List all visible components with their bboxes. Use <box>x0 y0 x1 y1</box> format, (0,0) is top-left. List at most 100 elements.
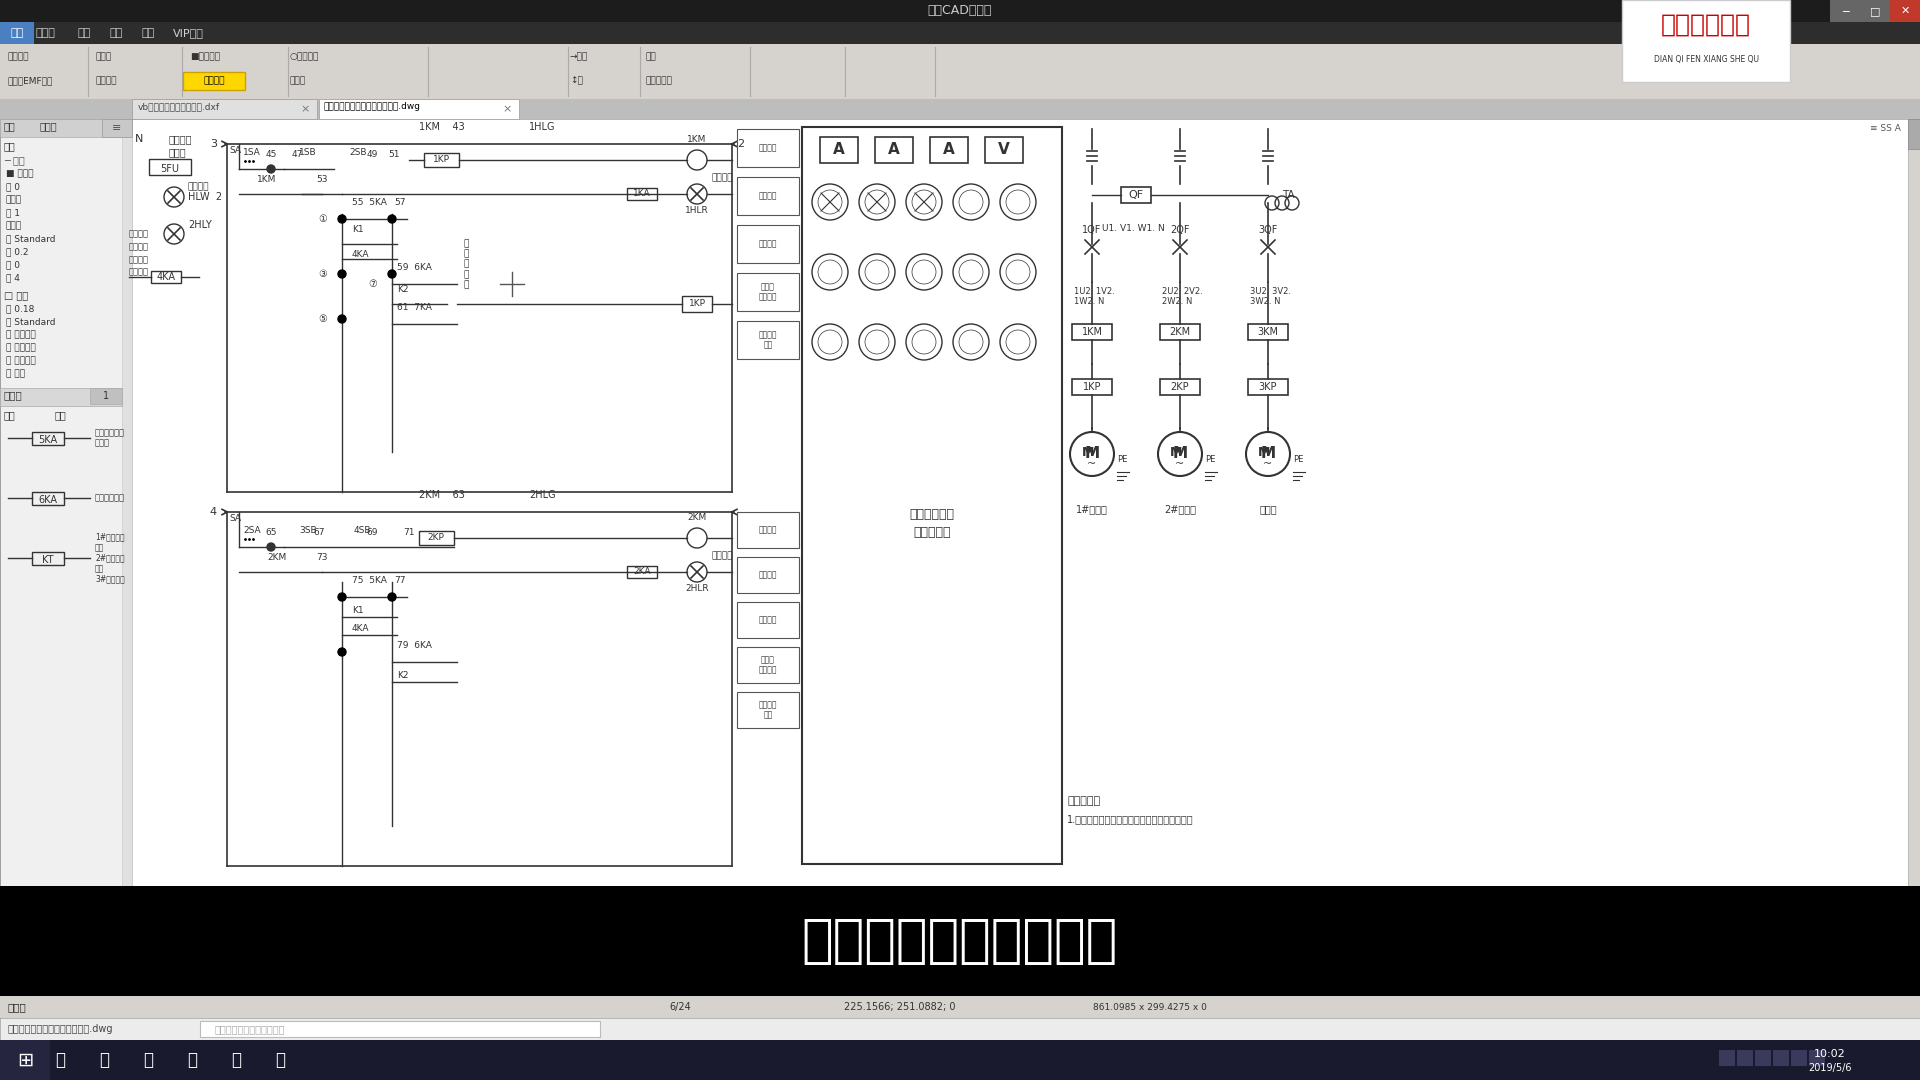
Text: 2KM: 2KM <box>267 553 286 562</box>
Bar <box>737 225 799 264</box>
Text: 图层: 图层 <box>4 141 15 151</box>
Circle shape <box>338 593 346 600</box>
Text: ■ 切图层: ■ 切图层 <box>6 168 33 178</box>
Text: 2KM    63: 2KM 63 <box>419 490 465 500</box>
Text: 1KA: 1KA <box>634 189 651 199</box>
Bar <box>682 296 712 312</box>
Circle shape <box>338 315 346 323</box>
Circle shape <box>338 215 346 222</box>
Text: 1KM: 1KM <box>687 135 707 144</box>
Text: 在这里输入你要搜索的内容: 在这里输入你要搜索的内容 <box>215 1024 286 1034</box>
Bar <box>737 602 799 638</box>
Bar <box>0 44 1920 99</box>
Bar <box>319 99 518 119</box>
Text: 报警指示: 报警指示 <box>758 144 778 152</box>
Bar <box>1772 1050 1789 1066</box>
Bar <box>419 531 453 545</box>
Text: 2HLG: 2HLG <box>530 490 555 500</box>
Text: 🗂: 🗂 <box>275 1051 284 1069</box>
Bar <box>33 492 63 505</box>
Text: 标 0.18: 标 0.18 <box>6 303 35 313</box>
Bar <box>182 72 246 90</box>
Bar <box>33 552 63 565</box>
Text: ⊞: ⊞ <box>17 1051 33 1069</box>
Text: ×: × <box>300 104 309 114</box>
Text: 编辑: 编辑 <box>77 28 90 38</box>
Text: 2HLR: 2HLR <box>685 584 708 593</box>
Bar <box>737 647 799 683</box>
Text: 1#旁路继时
备用
2#旁路继时
自投
3#旁路继时: 1#旁路继时 备用 2#旁路继时 自投 3#旁路继时 <box>94 532 125 583</box>
Text: 2KP: 2KP <box>1171 382 1188 392</box>
Text: 1QF: 1QF <box>1083 225 1102 235</box>
Text: ≡ SS A: ≡ SS A <box>1870 124 1901 133</box>
Bar <box>1889 0 1920 22</box>
Circle shape <box>388 593 396 600</box>
Text: 文件: 文件 <box>10 28 23 38</box>
Text: 水位过低: 水位过低 <box>129 242 150 251</box>
Text: 2: 2 <box>737 139 745 149</box>
Text: 备用泵: 备用泵 <box>1260 504 1277 514</box>
Bar <box>876 137 914 163</box>
Bar <box>0 1040 50 1080</box>
Text: ⑤: ⑤ <box>319 314 328 324</box>
Text: 4SB: 4SB <box>353 526 371 535</box>
Text: 命令行: 命令行 <box>8 1002 27 1012</box>
Bar <box>0 388 123 406</box>
Text: 平面布置图: 平面布置图 <box>914 526 950 540</box>
Text: 1HLR: 1HLR <box>685 206 708 215</box>
Text: 水源水池: 水源水池 <box>129 229 150 238</box>
Text: 高级: 高级 <box>109 28 123 38</box>
Text: K1: K1 <box>351 606 363 615</box>
Text: 字 0.2: 字 0.2 <box>6 247 29 256</box>
Text: 2KM: 2KM <box>687 513 707 522</box>
Text: 运行指示: 运行指示 <box>758 616 778 624</box>
Text: 59  6KA: 59 6KA <box>397 264 432 272</box>
Text: 3QF: 3QF <box>1258 225 1277 235</box>
Text: 断路器: 断路器 <box>169 147 186 157</box>
Text: 3SB: 3SB <box>300 526 317 535</box>
Text: SA: SA <box>228 146 242 156</box>
Bar <box>1908 119 1920 886</box>
Text: 技术要求：: 技术要求： <box>1068 796 1100 806</box>
Text: ─ 一般: ─ 一般 <box>4 156 25 165</box>
Text: 3: 3 <box>209 139 217 149</box>
Text: ③: ③ <box>319 269 328 279</box>
Bar <box>1160 324 1200 340</box>
Text: →线宽: →线宽 <box>570 52 588 60</box>
Text: 47: 47 <box>292 150 303 159</box>
Bar <box>1160 379 1200 395</box>
Circle shape <box>338 270 346 278</box>
Bar <box>803 127 1062 864</box>
Text: 📄: 📄 <box>230 1051 242 1069</box>
Text: 1KP: 1KP <box>1083 382 1102 392</box>
Text: 查看器: 查看器 <box>36 28 56 38</box>
Bar <box>0 1040 1920 1080</box>
Text: vb框法程序第二章第一节.dxf: vb框法程序第二章第一节.dxf <box>138 102 221 111</box>
Text: 1KM: 1KM <box>1081 327 1102 337</box>
Text: 45: 45 <box>265 150 276 159</box>
Bar <box>152 271 180 283</box>
Text: 属性: 属性 <box>4 121 15 131</box>
Text: 标 初始填充: 标 初始填充 <box>6 330 36 339</box>
Text: 字 0: 字 0 <box>6 260 19 269</box>
Bar <box>1248 324 1288 340</box>
Text: M: M <box>1258 445 1271 459</box>
Bar <box>0 886 1920 996</box>
Text: 10:02: 10:02 <box>1814 1049 1845 1059</box>
Text: 67: 67 <box>313 528 324 537</box>
Bar <box>33 432 63 445</box>
Text: 标 初始填充: 标 初始填充 <box>6 343 36 352</box>
Text: 77: 77 <box>394 576 405 585</box>
Text: 给水泵二用一备全压启动控制图.dwg: 给水泵二用一备全压启动控制图.dwg <box>324 102 420 111</box>
Text: 手动控制: 手动控制 <box>758 570 778 580</box>
Bar <box>0 22 1920 44</box>
Text: 4KA: 4KA <box>157 272 175 282</box>
Bar <box>929 137 968 163</box>
Bar <box>123 137 132 886</box>
Text: ①: ① <box>319 214 328 224</box>
Text: 给水泵控制箱: 给水泵控制箱 <box>910 509 954 522</box>
Text: 电气分享社区: 电气分享社区 <box>1661 13 1751 37</box>
Bar <box>628 188 657 200</box>
Text: 电源指示: 电源指示 <box>188 183 209 191</box>
Text: 材 1: 材 1 <box>6 208 19 217</box>
